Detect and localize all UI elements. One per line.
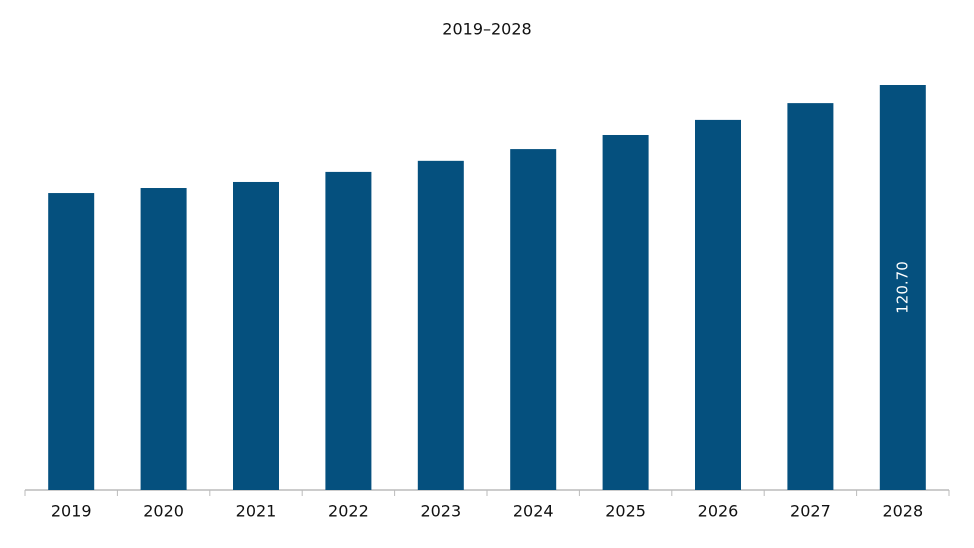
bar bbox=[879, 85, 926, 490]
x-tick-label: 2022 bbox=[328, 502, 369, 521]
x-tick-label: 2028 bbox=[882, 502, 923, 521]
x-tick-label: 2019 bbox=[51, 502, 92, 521]
value-label: 120.70 bbox=[893, 261, 911, 314]
x-tick-label: 2025 bbox=[605, 502, 646, 521]
chart-title: 2019–2028 bbox=[442, 20, 531, 39]
x-tick-label: 2024 bbox=[513, 502, 554, 521]
bar bbox=[140, 188, 187, 490]
bar bbox=[787, 103, 834, 491]
bar bbox=[510, 149, 557, 490]
bar bbox=[325, 171, 372, 490]
x-tick-label: 2027 bbox=[790, 502, 831, 521]
bar bbox=[48, 193, 95, 490]
x-tick-label: 2026 bbox=[698, 502, 739, 521]
x-tick-label: 2023 bbox=[420, 502, 461, 521]
bar bbox=[695, 119, 741, 491]
bar bbox=[417, 160, 464, 490]
x-tick-label: 2020 bbox=[143, 502, 184, 521]
bar bbox=[233, 181, 279, 490]
x-tick-label: 2021 bbox=[236, 502, 277, 521]
bar bbox=[602, 134, 649, 491]
